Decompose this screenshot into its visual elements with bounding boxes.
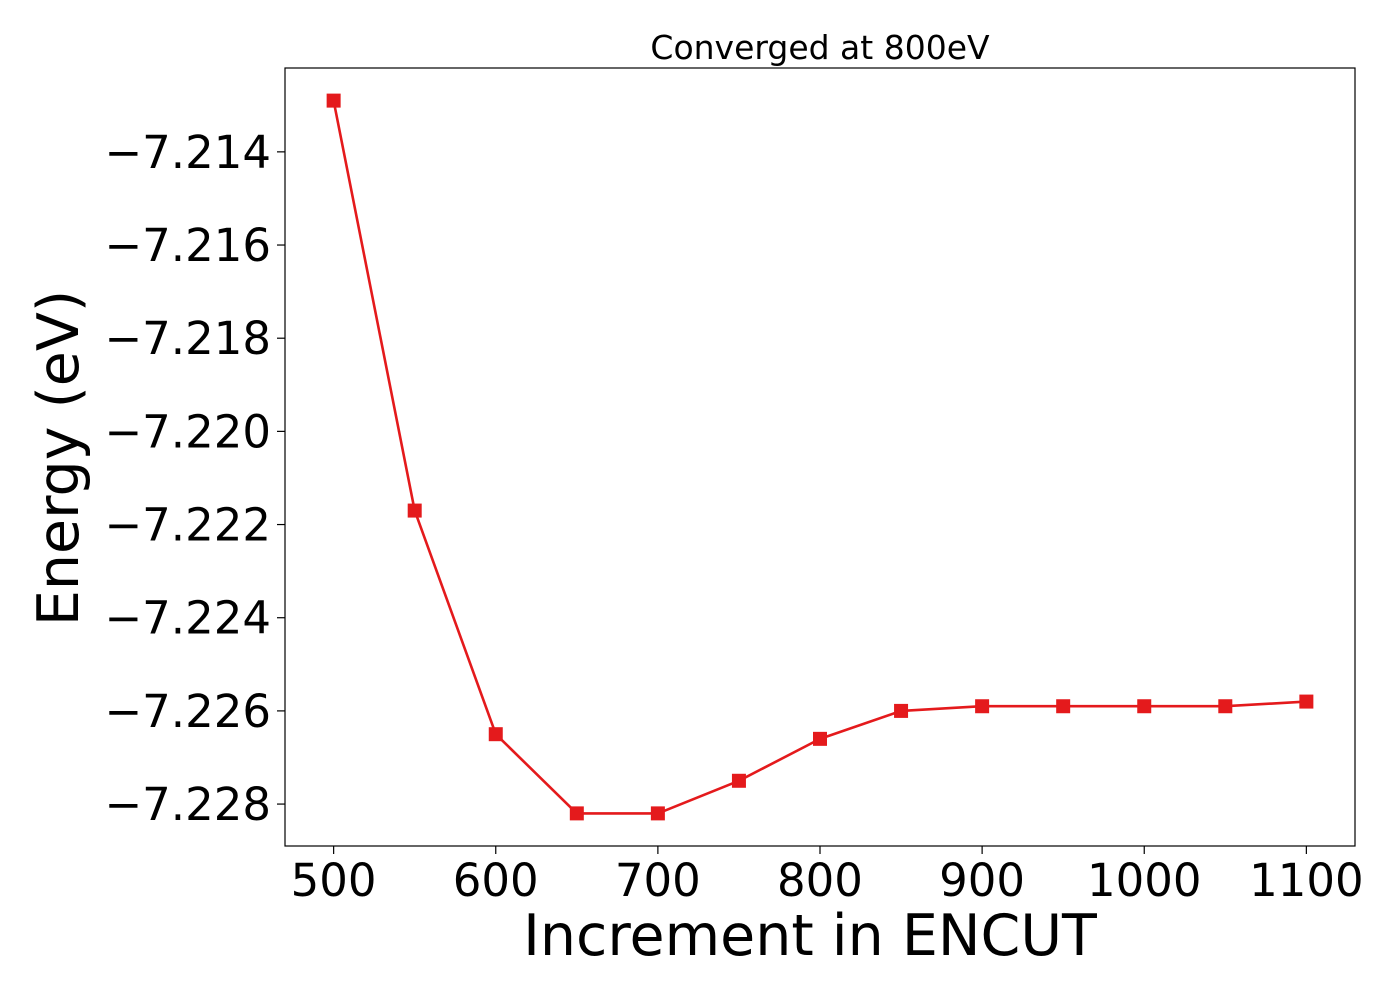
data-point	[650, 806, 665, 821]
x-tick-label: 1100	[1249, 854, 1364, 907]
x-tick-label: 800	[777, 854, 863, 907]
x-tick-label: 700	[615, 854, 701, 907]
x-tick-label: 500	[291, 854, 377, 907]
data-point	[731, 773, 746, 788]
chart-title: Converged at 800eV	[650, 28, 990, 67]
data-point	[813, 731, 827, 746]
data-point	[326, 93, 341, 108]
y-tick-label: −7.224	[104, 592, 271, 645]
y-tick-label: −7.228	[104, 778, 271, 831]
data-point	[1299, 694, 1314, 709]
x-tick-label: 1000	[1087, 854, 1202, 907]
data-point	[894, 703, 909, 718]
data-point	[569, 806, 584, 821]
data-point	[407, 503, 422, 518]
data-point	[1137, 699, 1152, 714]
y-tick-label: −7.220	[104, 405, 271, 458]
y-tick-label: −7.216	[104, 219, 271, 272]
x-tick-label: 900	[939, 854, 1025, 907]
y-tick-label: −7.214	[104, 126, 271, 179]
data-point	[975, 699, 990, 714]
data-point	[1218, 699, 1233, 714]
axis-ticks: 500 600 700 800 900 1000 1100 −7.214 −7.216 −7.21…	[104, 126, 1363, 907]
x-axis-title: Increment in ENCUT	[523, 903, 1097, 969]
y-axis-title: Energy (eV)	[26, 290, 92, 626]
y-tick-label: −7.226	[104, 685, 271, 738]
data-point	[488, 727, 503, 742]
y-tick-label: −7.218	[104, 312, 271, 365]
y-tick-label: −7.222	[104, 499, 271, 552]
data-point	[1056, 699, 1071, 714]
x-tick-label: 600	[453, 854, 539, 907]
